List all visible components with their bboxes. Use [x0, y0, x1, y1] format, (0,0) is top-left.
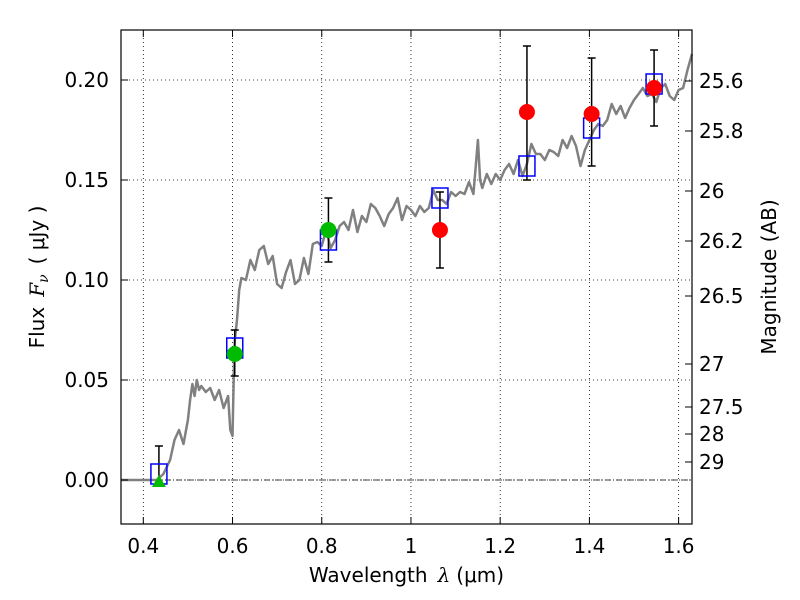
- x-tick-label: 0.4: [127, 534, 159, 558]
- y-tick-label: 0.15: [64, 168, 109, 192]
- x-axis-label: Wavelength λ (μm): [309, 563, 504, 587]
- y2-tick-label: 25.6: [699, 69, 744, 93]
- y2-tick-label: 27.5: [699, 395, 744, 419]
- red-data-point: [583, 106, 600, 122]
- data-markers: [150, 45, 663, 487]
- model-box-marker: [431, 187, 449, 209]
- x-tick-label: 0.6: [217, 534, 249, 558]
- x-tick-label: 1: [405, 534, 418, 558]
- y2-tick-label: 29: [699, 450, 724, 474]
- plot-frame: [120, 29, 693, 525]
- y-tick-label: 0.20: [64, 68, 109, 92]
- y2-tick-label: 28: [699, 422, 724, 446]
- x-tick-label: 1.2: [484, 534, 516, 558]
- template-spectrum-line: [121, 53, 694, 482]
- model-box-marker: [518, 155, 536, 177]
- y2-tick-label: 26.5: [699, 284, 744, 308]
- y-tick-label: 0.05: [64, 368, 109, 392]
- y-tick-label: 0.00: [64, 468, 109, 492]
- y2-tick-label: 26.2: [699, 229, 744, 253]
- green-data-point: [320, 222, 337, 238]
- red-data-point: [646, 80, 663, 96]
- grid-lines: [121, 30, 692, 524]
- green-data-point: [226, 346, 243, 362]
- tick-labels: 0.4 0.6 0.8 1 1.2 1.4 1.6 0.00 0.05 0.10 0.15 0.20 2…: [64, 68, 743, 558]
- x-tick-label: 1.4: [573, 534, 605, 558]
- y2-axis-label: Magnitude (AB): [757, 199, 781, 354]
- green-upper-limit-marker: [151, 475, 166, 487]
- y2-tick-label: 27: [699, 352, 724, 376]
- x-tick-label: 0.8: [306, 534, 338, 558]
- y-tick-label: 0.10: [64, 268, 109, 292]
- red-data-point: [518, 104, 535, 120]
- red-data-point: [431, 222, 448, 238]
- x-tick-label: 1.6: [663, 534, 695, 558]
- axis-ticks: [121, 30, 692, 524]
- y2-tick-label: 25.8: [699, 119, 744, 143]
- y2-tick-label: 26: [699, 179, 724, 203]
- y-axis-label: FluxFν( μJy ): [25, 206, 52, 349]
